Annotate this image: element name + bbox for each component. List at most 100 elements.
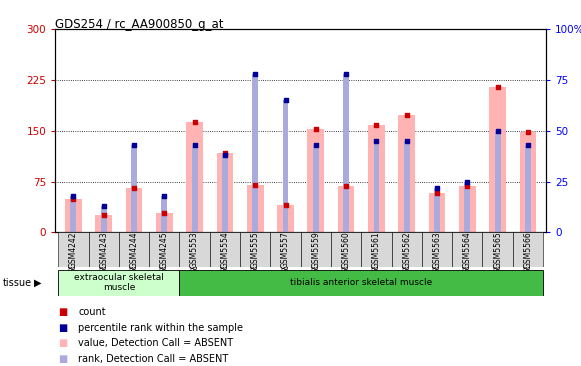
Bar [282,100,288,232]
Text: GDS254 / rc_AA900850_g_at: GDS254 / rc_AA900850_g_at [55,18,224,31]
Text: rank, Detection Call = ABSENT: rank, Detection Call = ABSENT [78,354,229,364]
Bar [464,182,470,232]
Point [311,127,321,132]
Bar [222,155,228,232]
Point [190,119,199,125]
Point [190,142,199,148]
Point [69,193,78,199]
Bar [301,232,331,267]
Text: ■: ■ [58,322,67,333]
Point [462,179,472,184]
Text: value, Detection Call = ABSENT: value, Detection Call = ABSENT [78,338,234,348]
Point [250,182,260,188]
Point [160,210,169,216]
Point [220,152,229,158]
Bar [429,193,446,232]
Bar [101,206,106,232]
Bar [331,232,361,267]
Bar [513,232,543,267]
Text: percentile rank within the sample: percentile rank within the sample [78,322,243,333]
Text: ▶: ▶ [34,277,41,288]
Point [250,71,260,77]
Point [99,213,108,219]
Bar [210,232,240,267]
Bar [368,126,385,232]
Bar [277,205,294,232]
Bar [58,269,180,296]
Bar [313,145,319,232]
Text: count: count [78,307,106,317]
Bar [459,186,476,232]
Bar [65,198,82,232]
Bar [361,232,392,267]
Bar [404,141,410,232]
Bar [452,232,482,267]
Point [342,71,351,77]
Bar [495,131,501,232]
Point [372,138,381,144]
Bar [482,232,513,267]
Bar [240,232,270,267]
Text: extraocular skeletal
muscle: extraocular skeletal muscle [74,273,164,292]
Point [493,84,503,90]
Bar [88,232,119,267]
Point [402,112,411,118]
Text: GSM5559: GSM5559 [311,231,320,268]
Text: GSM5557: GSM5557 [281,231,290,268]
Bar [131,145,137,232]
Bar [58,232,88,267]
Bar [156,213,173,232]
Bar [307,130,324,232]
Point [402,138,411,144]
Text: ■: ■ [58,338,67,348]
Bar [180,269,543,296]
Point [372,123,381,128]
Bar [489,87,506,232]
Text: GSM5560: GSM5560 [342,231,350,268]
Point [523,142,533,148]
Point [281,97,290,103]
Bar [343,74,349,232]
Text: GSM5555: GSM5555 [251,231,260,268]
Bar [70,196,76,232]
Bar [192,145,198,232]
Bar [125,188,142,232]
Text: GSM5554: GSM5554 [220,231,229,268]
Bar [180,232,210,267]
Bar [217,153,233,232]
Bar [119,232,149,267]
Bar [149,232,180,267]
Point [130,186,139,191]
Bar [187,122,203,232]
Bar [338,186,354,232]
Bar [247,185,264,232]
Bar [95,216,112,232]
Text: GSM5561: GSM5561 [372,231,381,268]
Bar [422,232,452,267]
Point [130,142,139,148]
Bar [399,115,415,232]
Text: GSM5563: GSM5563 [432,231,442,268]
Text: ■: ■ [58,307,67,317]
Bar [392,232,422,267]
Text: GSM4245: GSM4245 [160,231,169,268]
Point [69,195,78,201]
Bar [519,132,536,232]
Text: ■: ■ [58,354,67,364]
Point [523,129,533,135]
Text: tibialis anterior skeletal muscle: tibialis anterior skeletal muscle [290,278,432,287]
Point [311,142,321,148]
Point [462,183,472,189]
Text: GSM5562: GSM5562 [402,231,411,268]
Text: GSM5565: GSM5565 [493,231,502,268]
Point [220,150,229,156]
Text: GSM5553: GSM5553 [190,231,199,268]
Text: GSM4242: GSM4242 [69,232,78,268]
Bar [252,74,258,232]
Text: GSM5564: GSM5564 [463,231,472,268]
Text: GSM5566: GSM5566 [523,231,532,268]
Point [493,128,503,134]
Bar [525,145,531,232]
Text: GSM4244: GSM4244 [130,231,138,268]
Point [160,193,169,199]
